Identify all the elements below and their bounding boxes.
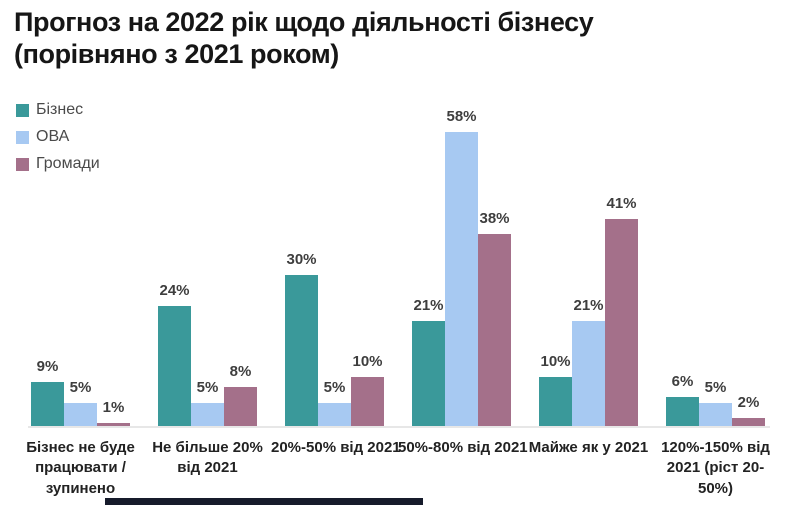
bar-value-label: 2% bbox=[737, 393, 760, 411]
x-axis-label: Не більше 20% від 2021 bbox=[152, 439, 263, 477]
bar-group: 24% 5% 8% bbox=[144, 282, 271, 428]
bar-group: 6% 5% 2% bbox=[652, 373, 779, 428]
bar bbox=[478, 234, 511, 428]
bar-value-label: 58% bbox=[446, 108, 477, 126]
bar bbox=[539, 377, 572, 428]
bar-value-label: 5% bbox=[69, 378, 92, 396]
legend: Бізнес ОВА Громади bbox=[16, 101, 100, 182]
bar-wrap: 5% bbox=[699, 378, 732, 428]
x-axis-labels: Бізнес не буде працювати / зупинено Не бі… bbox=[17, 438, 779, 499]
bar-wrap: 24% bbox=[158, 282, 191, 428]
bar-group: 30% 5% 10% bbox=[271, 251, 398, 428]
bar bbox=[666, 397, 699, 428]
page-title: Прогноз на 2022 рік щодо діяльності бізн… bbox=[14, 6, 594, 71]
bar-value-label: 21% bbox=[413, 296, 444, 314]
bar bbox=[31, 382, 64, 428]
bar-value-label: 30% bbox=[286, 251, 317, 268]
x-axis-label: Бізнес не буде працювати / зупинено bbox=[26, 439, 135, 497]
page-title-line-2: (порівняно з 2021 роком) bbox=[14, 39, 339, 70]
legend-item: Громади bbox=[16, 155, 100, 173]
bar bbox=[224, 387, 257, 428]
bar bbox=[158, 305, 191, 428]
bar-group: 10% 21% 41% bbox=[525, 195, 652, 428]
bar bbox=[318, 402, 351, 428]
bar bbox=[572, 320, 605, 428]
bar-wrap: 1% bbox=[97, 399, 130, 428]
bar-wrap: 30% bbox=[285, 251, 318, 428]
bar-value-label: 21% bbox=[573, 296, 604, 314]
bar bbox=[732, 417, 765, 428]
legend-swatch bbox=[16, 157, 29, 171]
bar-value-label: 5% bbox=[323, 378, 346, 396]
bar-wrap: 41% bbox=[605, 195, 638, 428]
legend-item-label: Бізнес bbox=[36, 101, 84, 118]
legend-item: Бізнес bbox=[16, 101, 100, 119]
bar bbox=[351, 377, 384, 428]
bar-wrap: 38% bbox=[478, 210, 511, 428]
bar bbox=[97, 422, 130, 428]
bar-value-label: 24% bbox=[159, 281, 190, 299]
bar-value-label: 8% bbox=[229, 363, 252, 381]
bar-value-label: 10% bbox=[540, 353, 571, 370]
x-axis-line bbox=[28, 426, 770, 428]
bar-wrap: 58% bbox=[445, 108, 478, 428]
bar-wrap: 10% bbox=[351, 353, 384, 428]
bar-wrap: 21% bbox=[412, 297, 445, 428]
x-axis-label: 120%-150% від 2021 (ріст 20-50%) bbox=[661, 439, 770, 497]
bar-value-label: 1% bbox=[102, 398, 125, 416]
bar bbox=[191, 402, 224, 428]
x-axis-label: 50%-80% від 2021 bbox=[398, 439, 528, 456]
bar-wrap: 10% bbox=[539, 353, 572, 428]
bar-group: 9% 5% 1% bbox=[17, 358, 144, 428]
bar-value-label: 41% bbox=[606, 194, 637, 212]
bar-wrap: 2% bbox=[732, 394, 765, 428]
bar-value-label: 5% bbox=[704, 378, 727, 396]
bar bbox=[412, 320, 445, 428]
bar-group: 21% 58% 38% bbox=[398, 108, 525, 428]
legend-item-label: ОВА bbox=[36, 128, 70, 145]
plot-area: 9% 5% 1% 24% 5% 8% 30% 5% 10% 21% 58% 38% 10% 21% 41% 6… bbox=[17, 108, 779, 428]
bar bbox=[64, 402, 97, 428]
bar-wrap: 21% bbox=[572, 297, 605, 428]
bar-wrap: 9% bbox=[31, 358, 64, 428]
bottom-dark-strip bbox=[105, 498, 423, 505]
bar-wrap: 5% bbox=[64, 378, 97, 428]
page-title-line-1: Прогноз на 2022 рік щодо діяльності бізн… bbox=[14, 7, 594, 37]
bar-wrap: 5% bbox=[191, 378, 224, 428]
x-axis-label: Майже як у 2021 bbox=[528, 439, 649, 456]
bar bbox=[285, 275, 318, 428]
bar bbox=[699, 402, 732, 428]
x-axis-label: 20%-50% від 2021 bbox=[271, 439, 401, 456]
bar-value-label: 6% bbox=[671, 373, 694, 391]
bar-value-label: 38% bbox=[479, 210, 510, 228]
legend-item: ОВА bbox=[16, 128, 100, 146]
legend-item-label: Громади bbox=[36, 155, 100, 172]
bar-wrap: 6% bbox=[666, 373, 699, 428]
legend-swatch bbox=[16, 103, 29, 117]
bar-wrap: 5% bbox=[318, 378, 351, 428]
bar bbox=[445, 132, 478, 428]
legend-swatch bbox=[16, 130, 29, 144]
bar-value-label: 5% bbox=[196, 378, 219, 396]
bar-wrap: 8% bbox=[224, 363, 257, 428]
bar-value-label: 9% bbox=[36, 358, 59, 376]
bar-value-label: 10% bbox=[352, 353, 383, 370]
bar bbox=[605, 218, 638, 428]
